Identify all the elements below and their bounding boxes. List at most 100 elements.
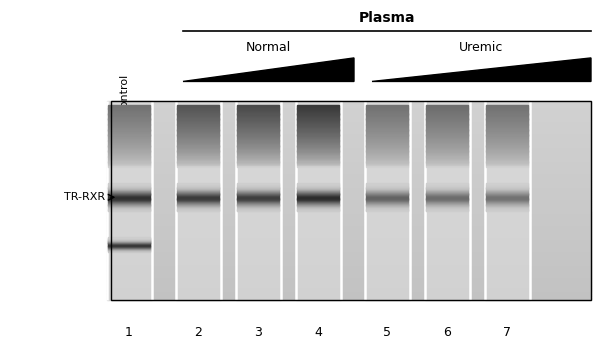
Bar: [486, 203, 528, 204]
Bar: [107, 174, 151, 178]
Bar: [486, 127, 528, 129]
Bar: [365, 204, 409, 207]
Bar: [366, 122, 409, 123]
Bar: [108, 119, 150, 121]
Text: 1: 1: [125, 326, 133, 339]
Bar: [237, 153, 280, 154]
Bar: [235, 227, 281, 231]
Bar: [107, 270, 151, 274]
Bar: [237, 123, 280, 125]
Bar: [177, 185, 220, 186]
Bar: [297, 198, 340, 199]
Bar: [296, 131, 341, 135]
Bar: [107, 127, 151, 131]
Bar: [108, 189, 150, 190]
Bar: [485, 251, 530, 254]
Bar: [235, 174, 281, 178]
Bar: [366, 129, 409, 131]
Bar: [111, 185, 591, 187]
Bar: [425, 247, 470, 251]
Bar: [486, 194, 528, 195]
Bar: [177, 150, 220, 152]
Bar: [176, 270, 221, 274]
Bar: [111, 195, 591, 197]
Bar: [177, 191, 220, 192]
Bar: [108, 135, 150, 137]
Bar: [237, 147, 280, 148]
Bar: [296, 274, 341, 277]
Bar: [426, 198, 468, 199]
Bar: [108, 148, 150, 149]
Bar: [485, 184, 530, 188]
Bar: [297, 183, 340, 184]
Bar: [176, 141, 221, 144]
Bar: [108, 149, 150, 151]
Bar: [111, 266, 591, 269]
Bar: [485, 111, 530, 115]
Bar: [177, 105, 220, 106]
Bar: [111, 131, 591, 133]
Bar: [108, 198, 150, 199]
Bar: [111, 187, 591, 189]
Bar: [111, 161, 591, 163]
Bar: [177, 209, 220, 210]
Bar: [486, 209, 528, 210]
Bar: [237, 197, 280, 198]
Bar: [237, 208, 280, 209]
Bar: [111, 113, 591, 115]
Bar: [108, 204, 150, 205]
Bar: [366, 143, 409, 144]
Bar: [297, 190, 340, 191]
Bar: [111, 169, 591, 171]
Bar: [111, 222, 591, 225]
Bar: [176, 207, 221, 211]
Bar: [296, 297, 341, 300]
Bar: [177, 205, 220, 206]
Bar: [486, 144, 528, 146]
Bar: [296, 240, 341, 244]
Bar: [365, 131, 409, 135]
Bar: [176, 101, 221, 105]
Bar: [111, 251, 591, 253]
Bar: [108, 251, 150, 252]
Bar: [235, 108, 281, 111]
Bar: [176, 204, 221, 207]
Bar: [107, 231, 151, 234]
Bar: [297, 151, 340, 153]
Bar: [365, 211, 409, 214]
Bar: [297, 209, 340, 210]
Bar: [107, 247, 151, 251]
Bar: [296, 197, 341, 201]
Text: 5: 5: [383, 326, 391, 339]
Bar: [107, 294, 151, 297]
Bar: [107, 237, 151, 241]
Bar: [108, 128, 150, 130]
Bar: [108, 123, 150, 125]
Bar: [486, 205, 528, 206]
Bar: [235, 114, 281, 118]
Bar: [486, 199, 528, 200]
Bar: [108, 241, 150, 242]
Bar: [108, 151, 150, 153]
Bar: [235, 177, 281, 181]
Bar: [108, 150, 150, 152]
Bar: [426, 209, 468, 210]
Bar: [426, 127, 468, 129]
Bar: [426, 184, 468, 185]
Bar: [426, 206, 468, 207]
Bar: [177, 118, 220, 120]
Bar: [296, 194, 341, 198]
Bar: [296, 124, 341, 128]
Bar: [111, 239, 591, 241]
Bar: [107, 204, 151, 207]
Bar: [237, 150, 280, 152]
Bar: [111, 109, 591, 111]
Bar: [297, 199, 340, 200]
Bar: [297, 144, 340, 146]
Bar: [237, 201, 280, 202]
Bar: [237, 135, 280, 137]
Bar: [177, 163, 220, 164]
Bar: [108, 208, 150, 209]
Bar: [486, 114, 528, 116]
Bar: [426, 207, 468, 208]
